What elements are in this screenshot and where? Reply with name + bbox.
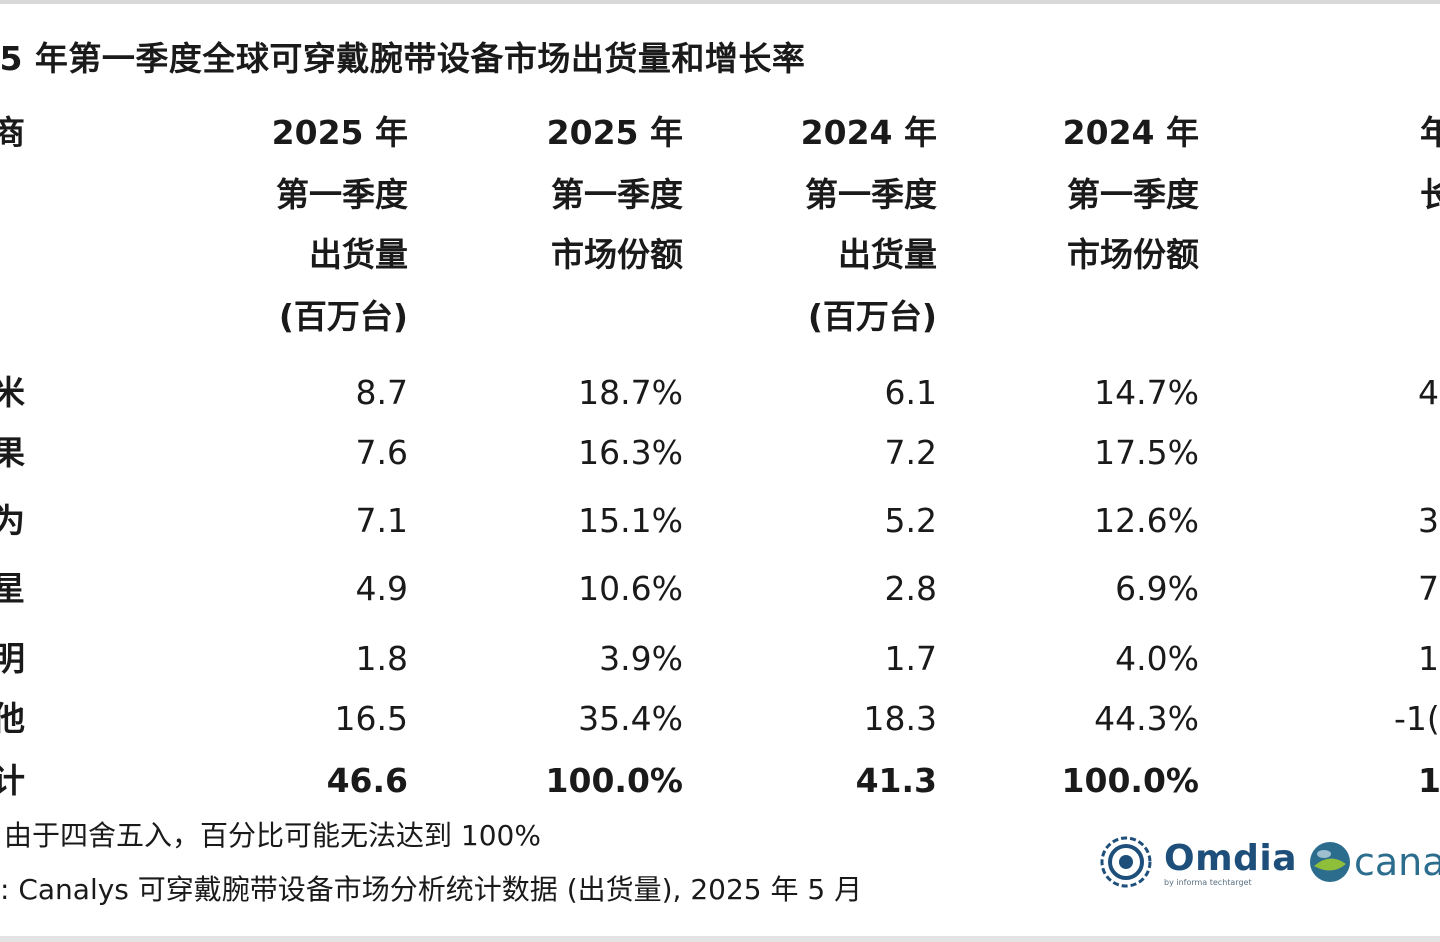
- header-col3-line3: 出货量: [838, 235, 937, 274]
- table-cell-v5: 1: [1418, 639, 1439, 678]
- table-cell-v2: 15.1%: [578, 501, 683, 540]
- header-col3-line4: (百万台): [807, 297, 937, 336]
- header-col5-line1: 年: [1420, 113, 1440, 152]
- header-col4-line3: 市场份额: [1067, 235, 1199, 274]
- table-cell-v5: 4: [1418, 373, 1439, 412]
- table-cell-v3: 5.2: [884, 501, 937, 540]
- omdia-wordmark: Omdia: [1164, 838, 1298, 879]
- canalys-globe-icon: [1310, 842, 1350, 882]
- table-cell-v5: 7: [1418, 569, 1439, 608]
- table-cell-v3: 41.3: [855, 761, 937, 800]
- table-cell-v3: 6.1: [884, 373, 937, 412]
- table-cell-v4: 17.5%: [1094, 433, 1199, 472]
- table-cell-v4: 12.6%: [1094, 501, 1199, 540]
- omdia-subtext: by informa techtarget: [1164, 878, 1252, 887]
- header-col4-line2: 第一季度: [1067, 175, 1199, 214]
- header-col1-line4: (百万台): [278, 297, 408, 336]
- table-cell-v4: 14.7%: [1094, 373, 1199, 412]
- table-cell-v4: 6.9%: [1115, 569, 1199, 608]
- row-vendor: 明: [0, 639, 25, 678]
- row-vendor: 米: [0, 373, 25, 412]
- rounding-note: 由于四舍五入，百分比可能无法达到 100%: [4, 819, 541, 852]
- row-vendor: 他: [0, 699, 25, 738]
- table-cell-v4: 44.3%: [1094, 699, 1199, 738]
- chart-title: 25 年第一季度全球可穿戴腕带设备市场出货量和增长率: [0, 39, 806, 78]
- table-cell-v1: 16.5: [334, 699, 408, 738]
- table-cell-v1: 7.1: [355, 501, 408, 540]
- table-cell-v5: -1(: [1394, 699, 1440, 738]
- table-cell-v2: 16.3%: [578, 433, 683, 472]
- header-col1-line1: 2025 年: [271, 113, 408, 152]
- header-col3-line2: 第一季度: [805, 175, 937, 214]
- header-col1-line3: 出货量: [309, 235, 408, 274]
- table-cell-v5: 13: [1418, 761, 1440, 800]
- header-col5-line2: 长: [1420, 175, 1440, 214]
- header-col2-line2: 第一季度: [551, 175, 683, 214]
- table-cell-v1: 4.9: [355, 569, 408, 608]
- table-cell-v3: 18.3: [863, 699, 937, 738]
- bottom-border: [0, 936, 1440, 942]
- header-col2-line3: 市场份额: [551, 235, 683, 274]
- row-vendor: 为: [0, 501, 25, 540]
- source-note: 源: Canalys 可穿戴腕带设备市场分析统计数据 (出货量), 2025 年…: [0, 873, 863, 906]
- table-cell-v2: 3.9%: [599, 639, 683, 678]
- omdia-mark-icon: [1100, 836, 1152, 888]
- table-cell-v5: 3: [1418, 501, 1439, 540]
- header-vendor: 商: [0, 113, 25, 152]
- header-col1-line2: 第一季度: [276, 175, 408, 214]
- header-col4-line1: 2024 年: [1062, 113, 1199, 152]
- header-col2-line1: 2025 年: [546, 113, 683, 152]
- table-cell-v2: 10.6%: [578, 569, 683, 608]
- table-cell-v4: 4.0%: [1115, 639, 1199, 678]
- row-vendor: 计: [0, 761, 25, 800]
- canalys-logo: cana: [1308, 840, 1440, 890]
- table-cell-v3: 1.7: [884, 639, 937, 678]
- table-cell-v4: 100.0%: [1061, 761, 1199, 800]
- row-vendor: 星: [0, 569, 25, 608]
- top-border: [0, 0, 1440, 4]
- table-cell-v3: 7.2: [884, 433, 937, 472]
- table-cell-v1: 1.8: [355, 639, 408, 678]
- canalys-wordmark: cana: [1354, 840, 1440, 884]
- header-col3-line1: 2024 年: [800, 113, 937, 152]
- omdia-logo: Omdia by informa techtarget: [1098, 832, 1298, 892]
- row-vendor: 果: [0, 433, 25, 472]
- table-cell-v2: 35.4%: [578, 699, 683, 738]
- table-cell-v2: 18.7%: [578, 373, 683, 412]
- table-cell-v1: 7.6: [355, 433, 408, 472]
- table-cell-v2: 100.0%: [545, 761, 683, 800]
- table-cell-v1: 46.6: [326, 761, 408, 800]
- table-cell-v1: 8.7: [355, 373, 408, 412]
- table-cell-v3: 2.8: [884, 569, 937, 608]
